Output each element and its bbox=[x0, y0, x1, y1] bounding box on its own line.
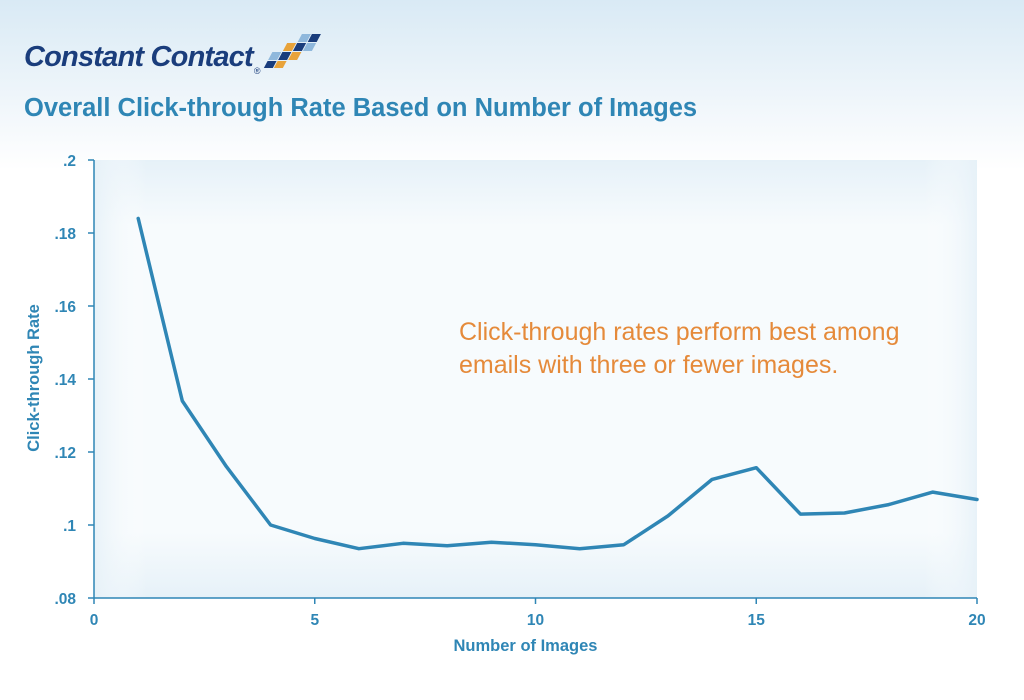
y-tick-label: .12 bbox=[54, 445, 76, 462]
annotation-line: Click-through rates perform best among bbox=[459, 318, 899, 346]
header-background bbox=[0, 0, 1024, 170]
y-tick-label: .16 bbox=[54, 299, 76, 316]
x-tick-label: 10 bbox=[527, 612, 544, 629]
y-tick-label: .1 bbox=[63, 518, 76, 535]
x-tick-label: 20 bbox=[968, 612, 985, 629]
axes bbox=[88, 159, 978, 604]
chart-title: Overall Click-through Rate Based on Numb… bbox=[24, 94, 698, 122]
logo-checker-icon bbox=[263, 34, 321, 68]
annotation-line: emails with three or fewer images. bbox=[459, 351, 838, 379]
y-tick-label: .08 bbox=[54, 591, 76, 608]
series-line bbox=[136, 216, 979, 551]
labels: .08 .1 .12 .14 .16 .18 .2 0 5 10 15 20 Number of Ima… bbox=[25, 153, 986, 655]
x-tick-label: 5 bbox=[310, 612, 319, 629]
plot-area bbox=[94, 160, 977, 598]
constant-contact-logo: Constant Contact ® bbox=[24, 30, 325, 76]
series-group bbox=[136, 216, 979, 551]
logo-registered-mark: ® bbox=[253, 66, 261, 76]
plot-background-edge bbox=[94, 160, 977, 598]
x-axis-title: Number of Images bbox=[454, 637, 598, 655]
logo-text: Constant Contact bbox=[24, 41, 254, 73]
x-tick-label: 15 bbox=[748, 612, 766, 629]
y-axis-title: Click-through Rate bbox=[25, 304, 43, 452]
y-tick-label: .18 bbox=[54, 226, 76, 243]
y-tick-label: .14 bbox=[54, 372, 76, 389]
y-tick-label: .2 bbox=[63, 153, 76, 170]
x-tick-label: 0 bbox=[90, 612, 99, 629]
